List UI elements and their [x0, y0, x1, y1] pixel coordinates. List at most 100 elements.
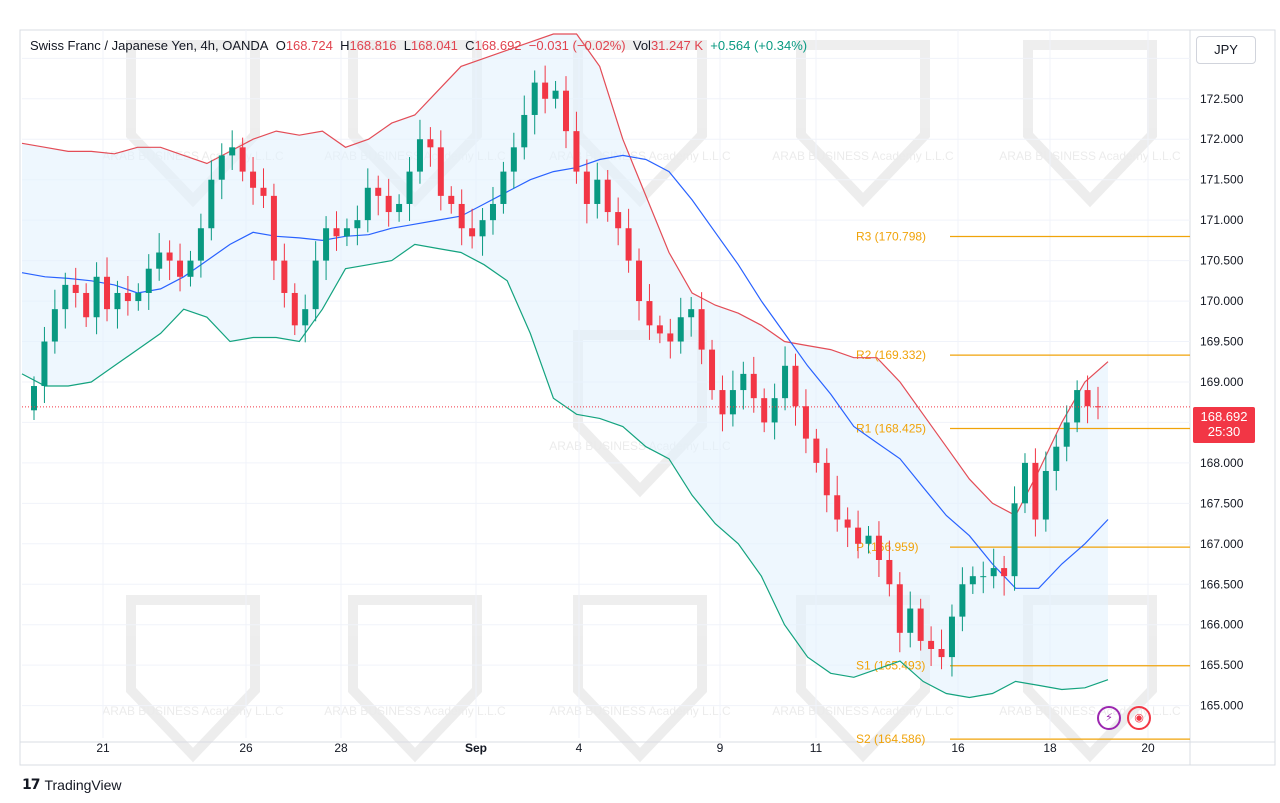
candle-body — [750, 373, 757, 399]
candle — [1011, 486, 1018, 591]
candle-body — [51, 309, 58, 342]
candle — [260, 168, 267, 209]
candle — [948, 604, 955, 677]
candle — [823, 448, 830, 513]
candle — [865, 526, 872, 554]
candle-body — [646, 301, 653, 326]
candle-body — [218, 155, 225, 180]
open-value: 168.724 — [285, 38, 333, 53]
candle — [510, 132, 517, 189]
candle — [281, 243, 288, 308]
candle — [135, 283, 142, 311]
candle — [375, 175, 382, 216]
volume-change: +0.564 (+0.34%) — [710, 38, 808, 53]
bollinger-lower-line — [21, 243, 1109, 699]
candle-body — [229, 147, 236, 156]
lightning-icon[interactable]: ⚡ — [1097, 706, 1121, 730]
x-tick-label: 9 — [717, 741, 724, 755]
candle — [698, 292, 705, 365]
plot-frame — [19, 29, 1276, 766]
bollinger-upper-line — [21, 33, 1109, 517]
candle — [615, 197, 622, 246]
candle-body — [177, 260, 184, 277]
candle-body — [990, 568, 997, 577]
candle-body — [281, 260, 288, 293]
candle — [427, 127, 434, 167]
volume-label: Vol — [632, 38, 651, 53]
candle-body — [93, 276, 100, 318]
candle — [31, 376, 37, 421]
candle-body — [865, 535, 872, 544]
volume-value: 31.247 K — [650, 38, 703, 53]
candle-body — [208, 179, 215, 229]
candle-body — [250, 171, 257, 188]
candle — [187, 250, 194, 287]
pivot-label-s1: S1 (165.493) — [856, 659, 925, 673]
candle — [834, 475, 841, 532]
candle — [166, 240, 173, 281]
candle-body — [709, 349, 716, 391]
symbol-title[interactable]: Swiss Franc / Japanese Yen, 4h, OANDA — [30, 38, 269, 53]
x-tick-label: 4 — [576, 741, 583, 755]
x-tick-label: 18 — [1043, 741, 1057, 755]
candle — [124, 275, 131, 316]
watermark-outline — [796, 595, 930, 763]
high-value: 168.816 — [349, 38, 397, 53]
target-icon[interactable]: ◉ — [1127, 706, 1151, 730]
candle — [886, 540, 893, 597]
candle — [437, 130, 444, 211]
pivot-label-p: P (166.959) — [856, 540, 919, 554]
candle-body — [333, 228, 340, 237]
y-tick-label: 168.000 — [1200, 456, 1244, 470]
candle-body — [72, 284, 79, 293]
x-tick-label: 16 — [951, 741, 965, 755]
currency-selector[interactable]: JPY — [1196, 36, 1256, 64]
candle — [62, 272, 69, 329]
candle — [1001, 555, 1008, 596]
watermark-shield: ARAB BUSINESS Academy L.L.C — [999, 40, 1181, 208]
watermark-shield: ARAB BUSINESS Academy L.L.C — [549, 595, 731, 763]
time-axis[interactable]: 21 26 28 Sep 4 9 11 16 18 20 — [96, 741, 1155, 755]
candle — [719, 375, 726, 432]
watermark-shield: ARAB BUSINESS Academy L.L.C — [102, 595, 284, 763]
candle — [208, 160, 215, 241]
watermark-outline — [573, 595, 707, 763]
candle — [312, 241, 319, 322]
candle — [646, 284, 653, 340]
candle-body — [323, 228, 330, 261]
candle — [354, 205, 361, 246]
change-value: −0.031 (−0.02%) — [528, 38, 626, 53]
watermark-outline — [1023, 40, 1157, 208]
candle — [563, 76, 569, 149]
candle-body — [1011, 503, 1018, 577]
candle-body — [834, 495, 841, 520]
candle — [917, 598, 924, 651]
candle-body — [458, 203, 465, 229]
tradingview-brand[interactable]: 𝟭𝟳 TradingView — [22, 776, 122, 793]
candle — [364, 168, 371, 233]
candle — [500, 161, 507, 214]
candle-body — [959, 584, 966, 617]
candle-body — [31, 386, 37, 411]
watermark-outline — [126, 595, 260, 763]
pivot-label-r3: R3 (170.798) — [856, 229, 926, 243]
candle-body — [197, 228, 204, 261]
y-tick-label: 169.000 — [1200, 375, 1244, 389]
candle — [782, 346, 789, 411]
candle — [1053, 434, 1060, 491]
candle-body — [166, 252, 173, 261]
candle-body — [969, 576, 976, 585]
watermark-text: ARAB BUSINESS Academy L.L.C — [324, 704, 506, 718]
low-value: 168.041 — [410, 38, 458, 53]
candle — [51, 289, 58, 354]
candle-body — [104, 276, 111, 310]
candle-body — [1001, 568, 1008, 577]
price-axis[interactable]: 165.000 165.500 166.000 166.500 167.000 167.5… — [1200, 51, 1244, 712]
candle — [343, 218, 350, 247]
candle — [323, 216, 330, 281]
candle — [1032, 448, 1039, 537]
candle — [291, 283, 298, 336]
candle — [416, 119, 423, 184]
candle — [813, 428, 820, 473]
